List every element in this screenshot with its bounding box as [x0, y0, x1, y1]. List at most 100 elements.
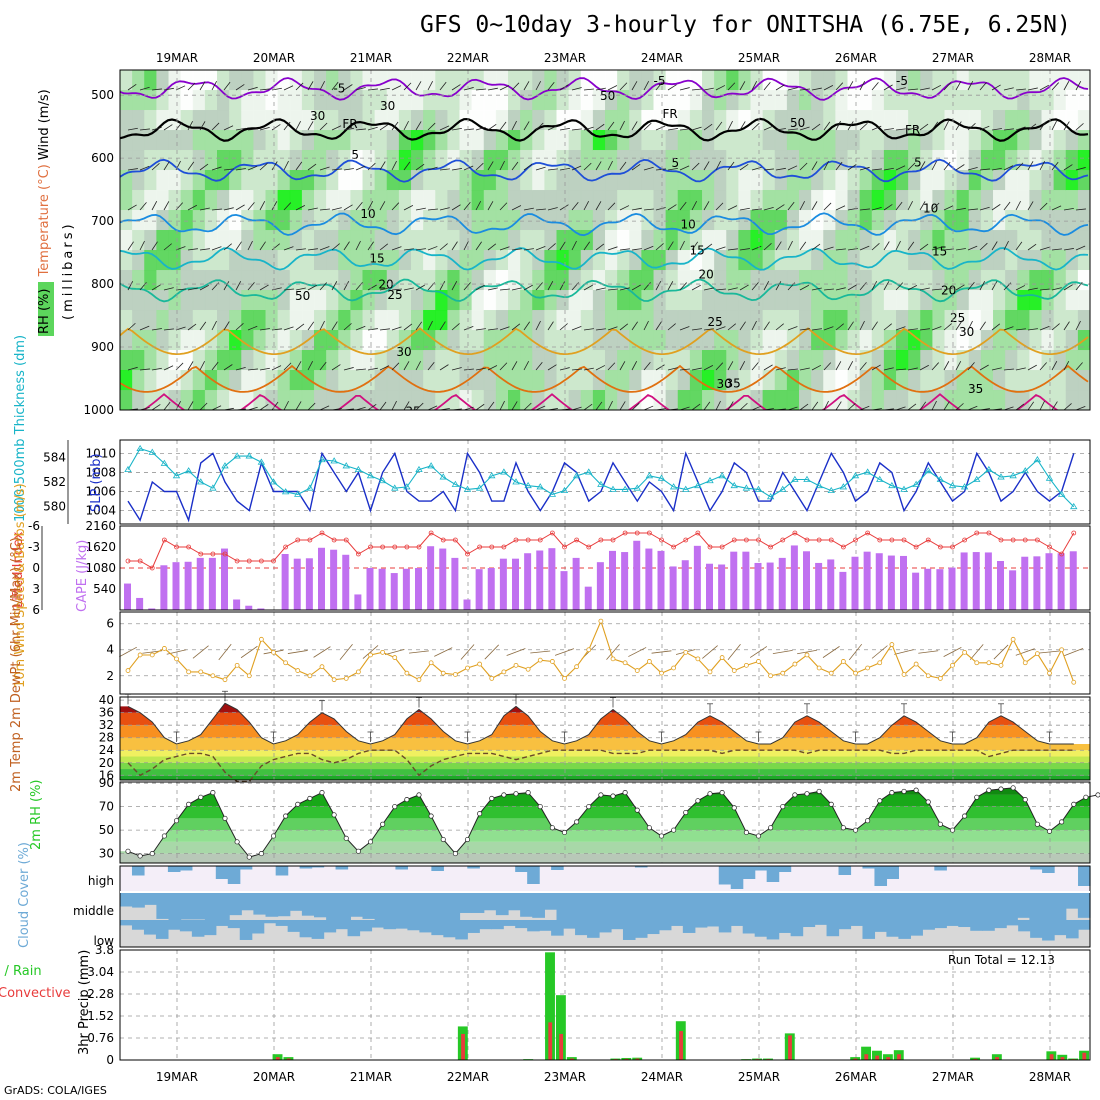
rh-cell: [1077, 90, 1090, 111]
wind-barb: [163, 401, 171, 410]
wind-barb: [475, 88, 486, 91]
wind-barb: [223, 321, 230, 331]
rh-cell: [483, 290, 497, 311]
cloud-bar: [778, 866, 792, 872]
rh-cell: [301, 250, 315, 271]
wind-barb: [283, 400, 289, 410]
wind10m-marker: [368, 652, 373, 658]
wind-barb: [235, 366, 246, 371]
wind-barb: [1063, 248, 1074, 251]
wind-barb: [967, 320, 973, 331]
rh2m-marker: [416, 792, 422, 798]
wind-barb: [403, 248, 414, 251]
rh2m-marker: [404, 797, 410, 803]
rh-cell: [665, 130, 679, 151]
wind-barb: [547, 207, 558, 211]
wind-barb: [643, 245, 654, 251]
rh-cell: [641, 70, 654, 91]
rh-cell: [738, 170, 751, 191]
wind-barb: [835, 205, 846, 211]
thickness-marker: [475, 484, 484, 491]
wind-barb: [751, 122, 760, 131]
cape-bar: [160, 565, 168, 610]
rh-cell: [677, 390, 691, 410]
temp-band: [120, 703, 1090, 713]
wind-barb: [895, 406, 906, 410]
rh-cell: [435, 310, 448, 331]
wind10m-marker: [319, 664, 325, 670]
wind-barb: [391, 121, 399, 131]
wind10m-marker: [828, 670, 834, 676]
rh-cell: [326, 390, 339, 410]
cloud-bar: [374, 893, 388, 920]
rh-cell: [774, 150, 788, 171]
li-marker: [756, 537, 761, 543]
cape-bar: [124, 583, 131, 610]
rh2m-marker: [974, 794, 980, 800]
wind-barb: [235, 323, 244, 331]
rh-cell: [374, 130, 388, 151]
rh-cell: [168, 370, 182, 391]
rh-cell: [435, 110, 448, 131]
wind10m-grid: [120, 612, 1090, 694]
rh-cell: [859, 170, 873, 191]
wind-barb: [835, 287, 846, 291]
wind-barb: [799, 328, 810, 331]
rh-cell: [411, 130, 424, 151]
wind10m-barb: [484, 644, 500, 660]
wind-barb: [139, 202, 147, 211]
rh-cell: [180, 150, 194, 171]
wind-barb: [451, 281, 458, 291]
rh-cell: [132, 350, 145, 371]
wind-barb: [619, 287, 630, 291]
wind-barb: [775, 281, 782, 291]
wind-barb: [1075, 362, 1083, 371]
wind-barb: [691, 88, 702, 91]
rh-cell: [314, 70, 327, 91]
rh-cell: [314, 150, 327, 171]
contour-label: 30: [959, 325, 974, 339]
cloud-bar: [970, 920, 983, 931]
rh-cell: [568, 150, 582, 171]
rh2m-marker: [489, 795, 495, 801]
rh-cell: [229, 310, 242, 331]
wind-barb: [247, 240, 253, 251]
rh-cell: [326, 330, 339, 351]
cloud-bar: [790, 920, 804, 937]
y-tick-label: 582: [43, 475, 66, 489]
cloud-bar: [287, 920, 301, 932]
wind-barb: [259, 88, 270, 91]
wind-barb: [631, 121, 638, 131]
wind10m-marker: [634, 668, 640, 673]
wind-barb: [619, 120, 625, 131]
date-label-bottom: 22MAR: [447, 1070, 489, 1084]
y-tick-label: 90: [99, 776, 114, 790]
rh-cell: [786, 230, 800, 251]
y-tick-label: 30: [99, 847, 114, 861]
wind-barb: [283, 202, 292, 211]
rh-cell: [362, 190, 376, 211]
rh-cell: [859, 130, 873, 151]
rh-cell: [411, 190, 424, 211]
wind-barb: [991, 323, 1001, 331]
rh-cell: [229, 130, 242, 151]
li-marker: [501, 544, 507, 550]
li-marker: [428, 530, 434, 536]
cloud-bar: [934, 866, 947, 871]
rh-cell: [314, 210, 327, 231]
rh-cell: [774, 290, 788, 311]
wind-barb: [319, 361, 327, 371]
cloud-bar: [605, 893, 618, 920]
rh-cell: [277, 250, 291, 271]
rh-cell: [762, 270, 776, 291]
rh-cell: [544, 110, 557, 131]
rh-cell: [459, 190, 473, 211]
rh-cell: [762, 210, 776, 231]
rh-cell: [459, 370, 473, 391]
wind-barb: [919, 287, 930, 291]
cloud-bar: [617, 893, 630, 920]
rh-cell: [338, 330, 351, 351]
thickness-marker: [754, 485, 763, 492]
wind-barb: [535, 320, 541, 331]
rh-cell: [811, 230, 824, 251]
